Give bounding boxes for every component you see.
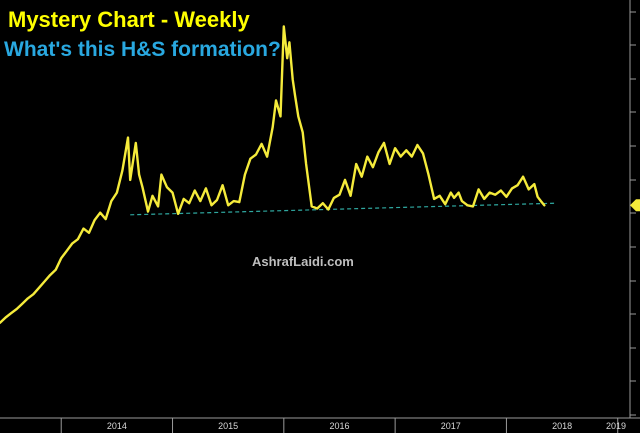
watermark: AshrafLaidi.com [252, 254, 354, 269]
price-series-line [0, 25, 546, 324]
x-tick-label: 2016 [329, 421, 349, 431]
chart-subtitle: What's this H&S formation? [4, 38, 281, 61]
chart-title: Mystery Chart - Weekly [8, 7, 250, 32]
x-tick-label: 2015 [218, 421, 238, 431]
y-axis-ticks [630, 11, 636, 416]
last-price-marker-shape [630, 199, 640, 212]
series-layer [0, 25, 546, 324]
x-tick-label: 2018 [552, 421, 572, 431]
x-axis-ticks: 2014 2015 2016 2017 2018 2019 [60, 418, 626, 433]
x-tick-label: 2017 [441, 421, 461, 431]
last-price-marker [630, 199, 640, 212]
x-tick-label: 2019 [606, 421, 626, 431]
annotations [130, 202, 557, 216]
neckline-line [130, 202, 557, 216]
x-tick-label: 2014 [107, 421, 127, 431]
